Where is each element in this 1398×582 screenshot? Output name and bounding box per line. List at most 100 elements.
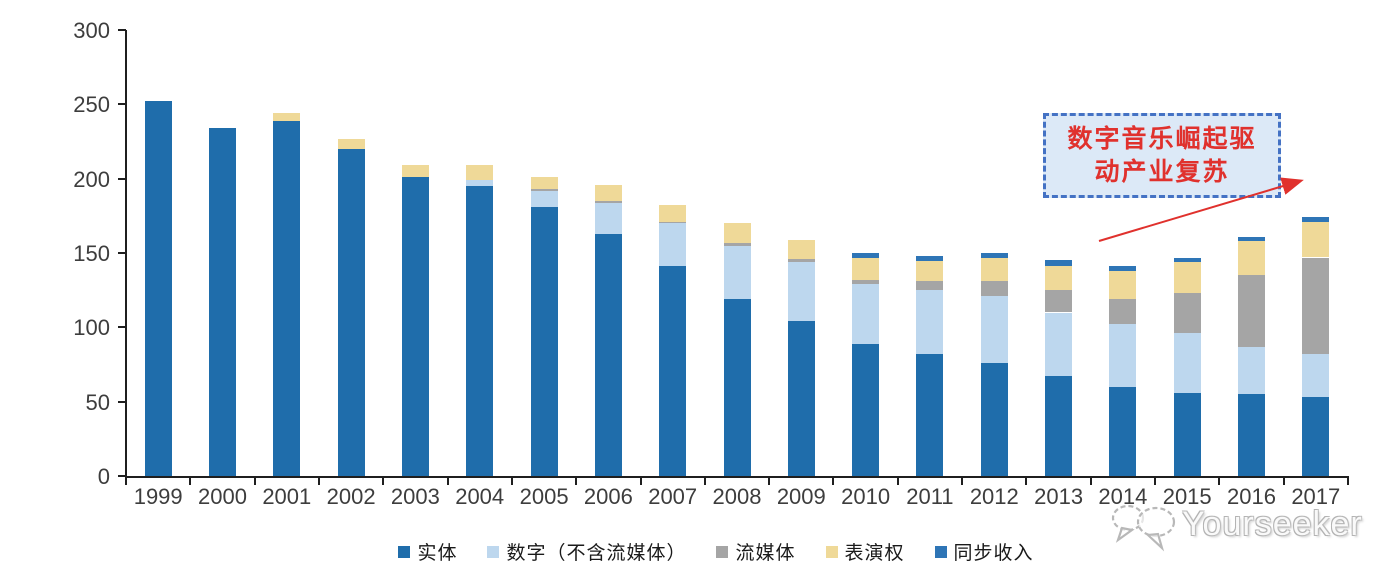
bar-segment-2005 <box>530 177 558 190</box>
bar-segment-2011 <box>916 354 944 476</box>
bar-segment-2016 <box>1238 241 1265 276</box>
speech-bubbles-icon <box>1111 504 1176 552</box>
legend-swatch-icon <box>716 545 729 558</box>
bar-segment-2014 <box>1109 270 1137 299</box>
bar-segment-2010 <box>852 257 880 280</box>
bar-segment-2015 <box>1173 392 1201 476</box>
bar-segment-2004 <box>466 165 494 181</box>
x-tick-label-2014: 2014 <box>1098 484 1148 509</box>
bar-segment-2002 <box>337 148 365 476</box>
bar-segment-2010 <box>852 343 880 476</box>
legend-item: 实体 <box>398 538 457 565</box>
bar-segment-2011 <box>916 281 944 291</box>
x-axis-tick <box>703 477 706 485</box>
y-axis-tick <box>118 326 126 329</box>
legend-swatch-icon <box>934 545 947 558</box>
bar-segment-2004 <box>466 186 494 476</box>
x-tick-label-1999: 1999 <box>133 484 183 509</box>
watermark-text: Yourseeker <box>1182 504 1363 543</box>
x-tick-label-2003: 2003 <box>390 484 440 509</box>
bar-segment-2012 <box>980 253 1008 258</box>
bar-segment-2017 <box>1302 397 1330 476</box>
bar-segment-2013 <box>1045 290 1073 313</box>
bar-segment-2010 <box>852 279 880 285</box>
bar-segment-2015 <box>1173 257 1201 262</box>
x-axis-tick <box>896 477 899 485</box>
bar-segment-2008 <box>723 242 751 246</box>
bar-segment-2014 <box>1109 266 1137 271</box>
bar-segment-2008 <box>723 299 751 476</box>
annotation-callout-box: 数字音乐崛起驱 动产业复苏 <box>1043 113 1281 198</box>
x-tick-label-2017: 2017 <box>1291 484 1341 509</box>
legend-label: 实体 <box>417 543 458 564</box>
bar-segment-2011 <box>916 256 944 261</box>
x-axis-tick <box>253 477 256 485</box>
legend-swatch-icon <box>825 545 838 558</box>
x-tick-label-2011: 2011 <box>906 484 954 509</box>
bar-segment-2003 <box>401 177 429 476</box>
annotation-text-line2: 动产业复苏 <box>1094 158 1230 186</box>
legend-swatch-icon <box>398 545 411 558</box>
legend: 实体 数字（不含流媒体） 流媒体 表演权 同步收入 <box>0 538 1398 565</box>
x-tick-label-2008: 2008 <box>712 484 762 509</box>
legend-item: 流媒体 <box>716 538 795 565</box>
legend-label: 同步收入 <box>953 543 1034 564</box>
bar-segment-2006 <box>594 184 622 201</box>
x-axis-tick <box>1218 477 1221 485</box>
x-axis-tick <box>1025 477 1028 485</box>
legend-item: 数字（不含流媒体） <box>487 538 686 565</box>
bar-segment-2002 <box>337 138 365 149</box>
y-axis-tick <box>118 177 126 180</box>
bar-segment-2014 <box>1109 386 1137 476</box>
x-tick-label-2013: 2013 <box>1034 484 1084 509</box>
x-tick-label-2002: 2002 <box>326 484 376 509</box>
y-tick-label: 0 <box>97 464 110 489</box>
x-tick-label-2004: 2004 <box>455 484 505 509</box>
x-axis-tick <box>1282 477 1285 485</box>
bar-segment-2015 <box>1173 261 1201 294</box>
x-tick-label-2010: 2010 <box>841 484 891 509</box>
x-tick-label-2001: 2001 <box>262 484 312 509</box>
x-axis-tick <box>1154 477 1157 485</box>
y-tick-label: 200 <box>73 166 110 192</box>
bar-segment-2016 <box>1238 275 1265 347</box>
bar-segment-2010 <box>852 253 880 258</box>
bar-segment-2013 <box>1045 260 1073 267</box>
y-axis-tick <box>118 29 126 31</box>
bar-segment-2003 <box>401 165 429 178</box>
bar-segment-1999 <box>144 101 172 476</box>
bar-segment-2012 <box>980 363 1008 476</box>
bar-segment-2016 <box>1238 394 1265 476</box>
x-axis-tick <box>832 477 835 485</box>
bar-segment-2013 <box>1045 266 1073 291</box>
bar-segment-2017 <box>1302 354 1330 398</box>
x-axis-tick <box>125 477 127 485</box>
bar-segment-2015 <box>1173 293 1201 334</box>
y-axis-tick <box>118 475 126 477</box>
bar-segment-2005 <box>530 206 558 476</box>
legend-item: 表演权 <box>825 538 905 565</box>
y-tick-label: 250 <box>73 92 110 118</box>
bar-segment-2009 <box>787 261 815 322</box>
bar-segment-2012 <box>980 296 1008 363</box>
bar-segment-2009 <box>787 258 815 262</box>
legend-swatch-icon <box>487 545 500 558</box>
y-axis-tick <box>118 252 126 254</box>
bar-segment-2005 <box>530 189 558 191</box>
x-axis-tick <box>510 477 513 485</box>
legend-label: 表演权 <box>844 543 905 564</box>
bar-segment-2001 <box>273 120 301 476</box>
x-axis-tick <box>575 477 578 485</box>
bar-segment-2014 <box>1109 324 1137 387</box>
x-tick-label-2015: 2015 <box>1162 484 1212 509</box>
y-tick-label: 50 <box>85 389 110 415</box>
x-tick-label-2012: 2012 <box>969 484 1019 509</box>
legend-label: 流媒体 <box>735 543 796 564</box>
x-tick-label-2007: 2007 <box>648 484 698 509</box>
annotation-text-line1: 数字音乐崛起驱 <box>1067 125 1257 153</box>
bar-segment-2001 <box>273 113 301 121</box>
legend-label: 数字（不含流媒体） <box>506 543 687 564</box>
bar-segment-2009 <box>787 321 815 476</box>
y-axis-line <box>125 30 127 477</box>
bar-segment-2013 <box>1045 312 1073 377</box>
